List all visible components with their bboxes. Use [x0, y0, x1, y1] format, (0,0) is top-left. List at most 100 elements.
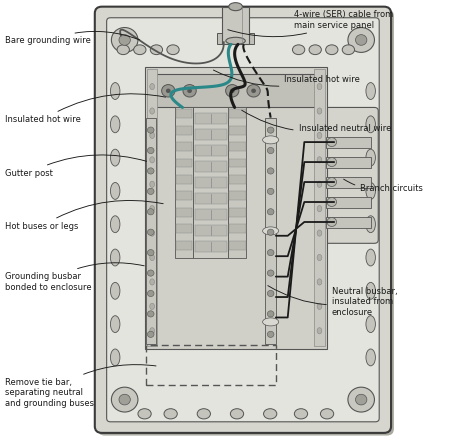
Bar — [195, 193, 227, 204]
Bar — [326, 137, 371, 148]
Circle shape — [327, 178, 337, 186]
Circle shape — [356, 394, 367, 405]
Bar — [176, 241, 192, 250]
Ellipse shape — [138, 408, 151, 419]
Ellipse shape — [228, 3, 242, 11]
Text: 4-wire (SER) cable from
main service panel: 4-wire (SER) cable from main service pan… — [228, 10, 393, 37]
Circle shape — [327, 158, 337, 166]
Circle shape — [251, 89, 256, 93]
Ellipse shape — [230, 408, 244, 419]
Text: Insulated hot wire: Insulated hot wire — [5, 94, 165, 124]
Ellipse shape — [110, 116, 120, 133]
Bar — [314, 69, 325, 346]
Bar — [326, 157, 371, 168]
Ellipse shape — [309, 45, 321, 55]
FancyBboxPatch shape — [95, 7, 391, 433]
Ellipse shape — [317, 157, 322, 163]
Bar — [176, 109, 192, 118]
Bar — [193, 107, 228, 258]
Ellipse shape — [317, 254, 322, 261]
Ellipse shape — [317, 181, 322, 187]
Bar — [229, 109, 246, 118]
Bar — [195, 161, 227, 172]
Text: Remove tie bar,
separating neutral
and grounding buses: Remove tie bar, separating neutral and g… — [5, 365, 156, 408]
Circle shape — [267, 229, 274, 235]
Circle shape — [147, 290, 154, 297]
Ellipse shape — [317, 279, 322, 285]
Ellipse shape — [317, 83, 322, 90]
Bar — [326, 217, 371, 228]
Circle shape — [111, 28, 138, 52]
Circle shape — [147, 188, 154, 194]
FancyBboxPatch shape — [98, 9, 394, 436]
Bar — [146, 345, 276, 385]
Ellipse shape — [366, 349, 375, 366]
Bar — [195, 129, 227, 140]
Circle shape — [119, 394, 130, 405]
Ellipse shape — [110, 182, 120, 199]
Ellipse shape — [326, 45, 338, 55]
Ellipse shape — [167, 45, 179, 55]
Circle shape — [147, 250, 154, 256]
Ellipse shape — [294, 408, 308, 419]
Bar — [326, 197, 371, 208]
Ellipse shape — [317, 303, 322, 309]
Bar — [175, 107, 193, 258]
Circle shape — [147, 331, 154, 337]
Circle shape — [267, 168, 274, 174]
Bar — [176, 142, 192, 151]
Ellipse shape — [320, 408, 334, 419]
Ellipse shape — [263, 318, 279, 326]
Bar — [176, 159, 192, 167]
Text: Grounding busbar
bonded to enclosure: Grounding busbar bonded to enclosure — [5, 263, 144, 292]
Circle shape — [267, 290, 274, 297]
Circle shape — [166, 89, 171, 93]
Ellipse shape — [150, 279, 155, 285]
Ellipse shape — [366, 282, 375, 299]
Circle shape — [267, 331, 274, 337]
Bar — [145, 67, 327, 349]
Ellipse shape — [366, 83, 375, 99]
Bar — [229, 224, 246, 233]
Text: Gutter post: Gutter post — [5, 155, 146, 178]
Ellipse shape — [110, 216, 120, 233]
Text: Hot buses or legs: Hot buses or legs — [5, 200, 163, 231]
Ellipse shape — [264, 408, 277, 419]
Ellipse shape — [150, 132, 155, 139]
Text: Neutral busbar,
insulated from
enclosure: Neutral busbar, insulated from enclosure — [268, 285, 397, 317]
Ellipse shape — [263, 136, 279, 144]
Ellipse shape — [366, 182, 375, 199]
Ellipse shape — [317, 328, 322, 334]
Bar — [147, 69, 157, 346]
Circle shape — [348, 28, 374, 52]
Circle shape — [147, 229, 154, 235]
Bar — [229, 142, 246, 151]
Circle shape — [119, 35, 130, 45]
Circle shape — [267, 127, 274, 133]
Bar — [195, 113, 227, 124]
Circle shape — [111, 387, 138, 412]
Bar — [229, 241, 246, 250]
Bar — [228, 107, 246, 258]
Ellipse shape — [110, 282, 120, 299]
Bar — [229, 191, 246, 200]
Ellipse shape — [150, 303, 155, 309]
Circle shape — [247, 84, 260, 97]
Circle shape — [267, 311, 274, 317]
Ellipse shape — [110, 316, 120, 333]
Bar — [176, 191, 192, 200]
Bar — [195, 145, 227, 156]
Bar — [176, 224, 192, 233]
Ellipse shape — [226, 37, 246, 44]
Ellipse shape — [366, 149, 375, 166]
Circle shape — [267, 250, 274, 256]
Circle shape — [267, 147, 274, 154]
Circle shape — [348, 387, 374, 412]
Ellipse shape — [150, 328, 155, 334]
Ellipse shape — [110, 83, 120, 99]
Ellipse shape — [150, 206, 155, 212]
Bar — [229, 159, 246, 167]
Ellipse shape — [317, 132, 322, 139]
Text: Insulated neutral wire: Insulated neutral wire — [242, 110, 391, 133]
Bar — [217, 33, 254, 44]
